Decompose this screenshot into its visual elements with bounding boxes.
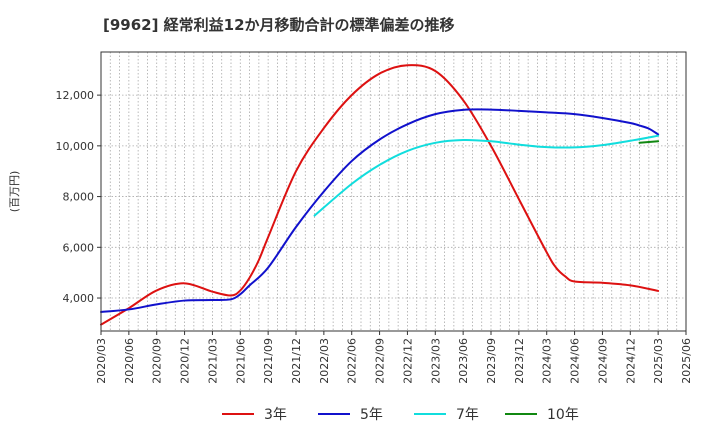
x-tick-label: 2021/09 (262, 338, 275, 384)
series-line-2 (313, 134, 660, 217)
x-tick-label: 2023/09 (485, 338, 498, 384)
x-tick-label: 2023/12 (513, 338, 526, 384)
x-tick-label: 2025/06 (680, 338, 693, 384)
series-line-0 (100, 64, 660, 326)
y-tick-label: 12,000 (56, 89, 95, 102)
x-tick-label: 2025/03 (652, 338, 665, 384)
x-tick-label: 2021/03 (206, 338, 219, 384)
y-tick-label: 8,000 (63, 191, 95, 204)
x-tick-label: 2023/03 (429, 338, 442, 384)
legend-label: 5年 (360, 407, 383, 423)
grid (100, 52, 687, 331)
x-tick-label: 2024/06 (569, 338, 582, 384)
series-line-3 (638, 140, 660, 144)
x-tick-label: 2021/12 (290, 338, 303, 384)
x-tick-label: 2022/06 (346, 338, 359, 384)
chart-title: [9962] 経常利益12か月移動合計の標準偏差の推移 (103, 16, 455, 34)
x-tick-label: 2020/03 (95, 338, 108, 384)
legend-label: 10年 (547, 407, 579, 423)
x-tick-label: 2024/03 (541, 338, 554, 384)
x-tick-label: 2021/06 (234, 338, 247, 384)
y-axis-title: (百万円) (8, 171, 21, 213)
x-tick-label: 2024/12 (624, 338, 637, 384)
x-tick-label: 2023/06 (457, 338, 470, 384)
legend-label: 7年 (456, 407, 479, 423)
legend-label: 3年 (264, 407, 287, 423)
x-tick-label: 2020/06 (123, 338, 136, 384)
x-tick-label: 2022/09 (374, 338, 387, 384)
series-line-1 (100, 108, 660, 313)
x-tick-label: 2020/09 (151, 338, 164, 384)
x-tick-label: 2020/12 (179, 338, 192, 384)
y-axis-ticks: 4,000 6,000 8,000 10,000 12,000 (56, 89, 101, 305)
y-tick-label: 6,000 (63, 241, 95, 254)
x-tick-label: 2024/09 (596, 338, 609, 384)
x-tick-label: 2022/03 (318, 338, 331, 384)
series-lines (100, 64, 660, 326)
y-tick-label: 10,000 (56, 140, 95, 153)
x-axis-ticks: 2020/03 2020/06 2020/09 2020/12 2021/03 2021/… (95, 331, 693, 384)
plot-frame (100, 51, 687, 332)
x-tick-label: 2022/12 (401, 338, 414, 384)
legend: 3年 5年 7年 10年 (222, 407, 579, 423)
y-tick-label: 4,000 (63, 292, 95, 305)
